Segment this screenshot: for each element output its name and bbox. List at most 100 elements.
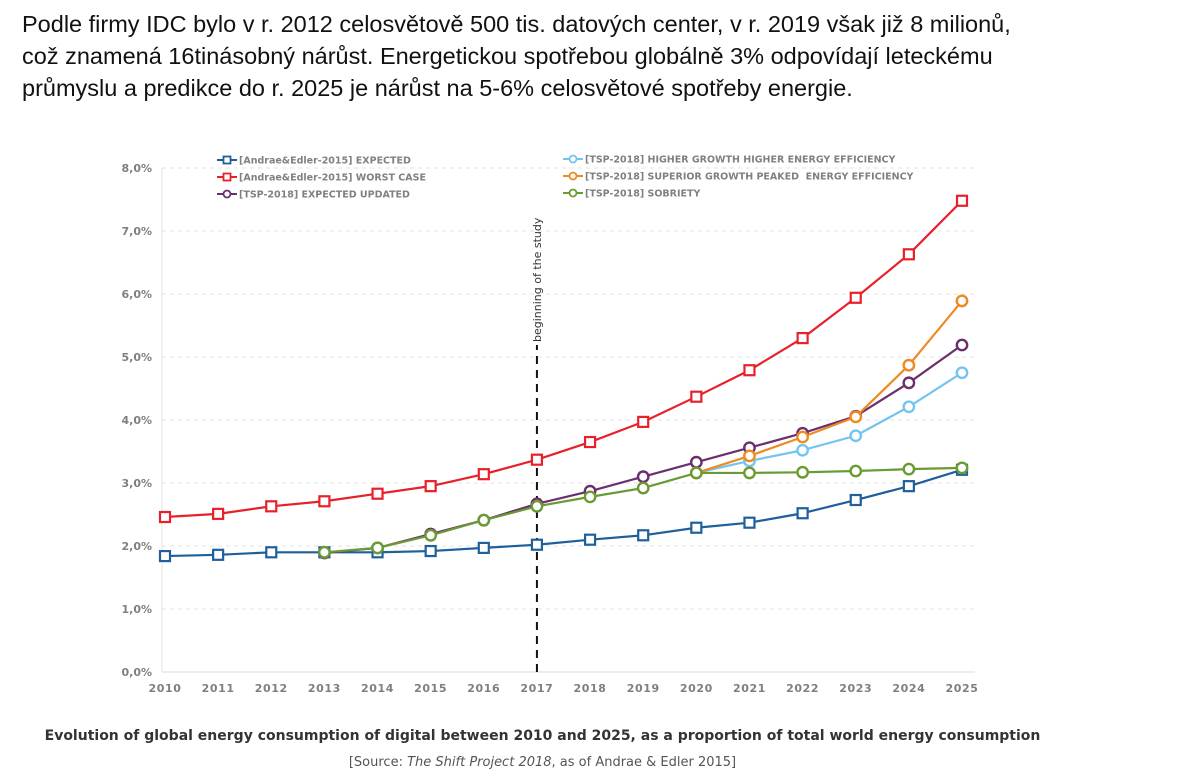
gridlines xyxy=(161,167,975,673)
intro-line-1: Podle firmy IDC bylo v r. 2012 celosvěto… xyxy=(22,11,1011,37)
legend-marker-circle xyxy=(568,171,578,181)
annotations: beginning of the study xyxy=(531,217,544,672)
data-point-square xyxy=(796,332,809,345)
data-point-square xyxy=(477,468,490,481)
y-tick-label: 3,0% xyxy=(121,477,152,490)
data-point-square xyxy=(318,495,331,508)
legend-label: [TSP-2018] SOBRIETY xyxy=(585,189,700,200)
series-line xyxy=(164,468,963,558)
data-point-square xyxy=(796,507,809,520)
data-point-square xyxy=(743,364,756,377)
data-point-square xyxy=(690,390,703,403)
intro-paragraph: Podle firmy IDC bylo v r. 2012 celosvěto… xyxy=(22,8,1197,104)
data-point-circle xyxy=(902,358,916,372)
data-point-square xyxy=(849,493,862,507)
y-tick-label: 4,0% xyxy=(121,414,152,427)
data-point-circle xyxy=(424,528,438,542)
chart-source: [Source: The Shift Project 2018, as of A… xyxy=(0,755,1085,770)
series-2 xyxy=(317,338,969,560)
legend-label: [TSP-2018] SUPERIOR GROWTH PEAKED ENERGY… xyxy=(585,172,914,183)
data-point-circle xyxy=(955,366,969,380)
data-point-circle xyxy=(583,490,597,504)
x-tick-label: 2015 xyxy=(414,682,447,695)
data-point-circle xyxy=(902,462,916,476)
data-point-circle xyxy=(796,443,809,457)
data-point-circle xyxy=(477,513,491,527)
data-point-circle xyxy=(849,410,863,424)
series-line xyxy=(695,300,963,474)
data-point-square xyxy=(902,248,915,261)
x-axis-ticks: 2010 2011 2012 2013 2014 2015 2016 2017 2018 2019… xyxy=(148,682,977,695)
x-tick-label: 2021 xyxy=(733,682,766,695)
x-tick-label: 2011 xyxy=(202,682,235,695)
data-point-square xyxy=(955,194,969,207)
data-point-circle xyxy=(371,541,384,555)
data-point-square xyxy=(530,538,544,551)
legend-item: [Andrae&Edler-2015] WORST CASE xyxy=(217,173,426,184)
legend-label: [TSP-2018] EXPECTED UPDATED xyxy=(239,190,410,201)
x-tick-label: 2020 xyxy=(680,682,713,695)
y-tick-label: 8,0% xyxy=(121,162,152,175)
data-point-circle xyxy=(743,449,756,463)
x-tick-label: 2019 xyxy=(627,682,660,695)
legend-marker-circle xyxy=(568,154,578,164)
data-point-circle xyxy=(796,430,809,444)
y-axis-ticks: 0,0% 1,0% 2,0% 3,0% 4,0% 5,0% 6,0% 7,0% 8,0% xyxy=(121,162,152,679)
data-point-square xyxy=(158,510,172,524)
data-point-square xyxy=(424,544,437,558)
intro-line-3: průmyslu a predikce do r. 2025 je nárůst… xyxy=(22,75,853,101)
data-point-circle xyxy=(902,376,916,390)
data-point-square xyxy=(690,521,703,534)
data-point-square xyxy=(530,453,544,466)
y-tick-label: 2,0% xyxy=(121,540,152,553)
x-tick-label: 2023 xyxy=(839,682,872,695)
legend-item: [TSP-2018] SOBRIETY xyxy=(563,189,700,200)
legend-marker-square xyxy=(222,172,232,182)
data-point-circle xyxy=(955,294,969,308)
x-tick-label: 2013 xyxy=(308,682,341,695)
series-line xyxy=(164,199,963,519)
legend-marker-square xyxy=(222,155,232,165)
x-tick-label: 2016 xyxy=(467,682,500,695)
data-point-circle xyxy=(636,481,650,495)
data-point-square xyxy=(637,529,650,542)
y-tick-label: 5,0% xyxy=(121,351,152,364)
data-point-square xyxy=(371,487,384,500)
data-point-square xyxy=(583,533,597,546)
data-point-circle xyxy=(689,455,703,469)
intro-line-2: což znamená 16tinásobný nárůst. Energeti… xyxy=(22,43,993,69)
chart-legend: [Andrae&Edler-2015] EXPECTED [Andrae&Edle… xyxy=(217,155,914,201)
y-tick-label: 6,0% xyxy=(121,288,152,301)
x-tick-label: 2014 xyxy=(361,682,394,695)
x-tick-label: 2012 xyxy=(255,682,288,695)
y-tick-label: 7,0% xyxy=(121,225,152,238)
data-point-square xyxy=(158,549,172,563)
data-point-square xyxy=(212,507,225,520)
series-line xyxy=(324,344,963,555)
legend-marker-circle xyxy=(222,189,232,199)
data-point-circle xyxy=(849,464,863,478)
source-title: The Shift Project 2018 xyxy=(407,755,552,770)
legend-item: [Andrae&Edler-2015] EXPECTED xyxy=(217,156,411,167)
legend-item: [TSP-2018] SUPERIOR GROWTH PEAKED ENERGY… xyxy=(563,172,914,183)
data-point-square xyxy=(424,480,437,493)
data-point-square xyxy=(849,291,862,304)
data-point-circle xyxy=(796,465,809,479)
x-tick-label: 2022 xyxy=(786,682,819,695)
series-group xyxy=(158,194,969,563)
data-point-circle xyxy=(636,470,650,484)
data-point-circle xyxy=(955,338,969,352)
legend-item: [TSP-2018] EXPECTED UPDATED xyxy=(217,190,410,201)
study-start-label: beginning of the study xyxy=(531,217,544,342)
legend-label: [Andrae&Edler-2015] WORST CASE xyxy=(239,173,426,184)
data-point-square xyxy=(743,516,756,529)
x-tick-label: 2010 xyxy=(148,682,181,695)
x-tick-label: 2024 xyxy=(892,682,925,695)
legend-marker-circle xyxy=(568,188,578,198)
data-point-circle xyxy=(317,545,331,559)
legend-label: [Andrae&Edler-2015] EXPECTED xyxy=(239,156,411,167)
y-tick-label: 1,0% xyxy=(121,603,152,616)
data-point-circle xyxy=(902,400,916,414)
x-tick-label: 2018 xyxy=(574,682,607,695)
